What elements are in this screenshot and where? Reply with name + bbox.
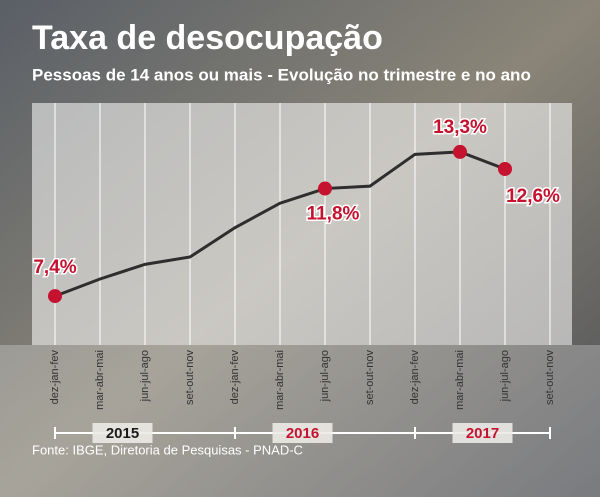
- line: [54, 150, 506, 298]
- x-tick-label: mar-abr-mai: [274, 350, 286, 410]
- marker: [453, 144, 467, 159]
- marker: [48, 289, 62, 304]
- plot-panel: [32, 103, 572, 345]
- x-tick-label: mar-abr-mai: [94, 350, 106, 410]
- x-tick-label: jun-jul-ago: [499, 350, 511, 402]
- year-label: 2015: [106, 425, 139, 442]
- value-label: 12,6%: [506, 186, 560, 207]
- x-tick-label: jun-jul-ago: [319, 350, 331, 402]
- year-label-bg: [452, 423, 513, 443]
- x-tick-label: set-out-nov: [184, 350, 196, 406]
- lower-band: [0, 345, 600, 497]
- x-tick-label: mar-abr-mai: [454, 350, 466, 410]
- value-label: 11,8%: [307, 204, 360, 225]
- source: Fonte: IBGE, Diretoria de Pesquisas - PN…: [32, 442, 303, 457]
- value-label: 7,4%: [33, 257, 76, 278]
- year-label: 2016: [286, 425, 319, 442]
- x-tick-label: dez-jan-fev: [49, 350, 61, 405]
- chart-subtitle: Pessoas de 14 anos ou mais - Evolução no…: [32, 65, 531, 84]
- marker: [318, 181, 332, 196]
- year-label-bg: [272, 423, 333, 443]
- year-label: 2017: [466, 425, 499, 442]
- year-label-bg: [92, 423, 153, 443]
- x-tick-label: dez-jan-fev: [229, 350, 241, 405]
- chart-title: Taxa de desocupação: [32, 19, 383, 57]
- x-tick-label: set-out-nov: [364, 350, 376, 406]
- value-label: 13,3%: [433, 117, 487, 138]
- x-tick-label: jun-jul-ago: [139, 350, 151, 402]
- marker: [498, 162, 512, 176]
- x-tick-label: set-out-nov: [544, 350, 556, 406]
- x-tick-label: dez-jan-fev: [409, 350, 421, 405]
